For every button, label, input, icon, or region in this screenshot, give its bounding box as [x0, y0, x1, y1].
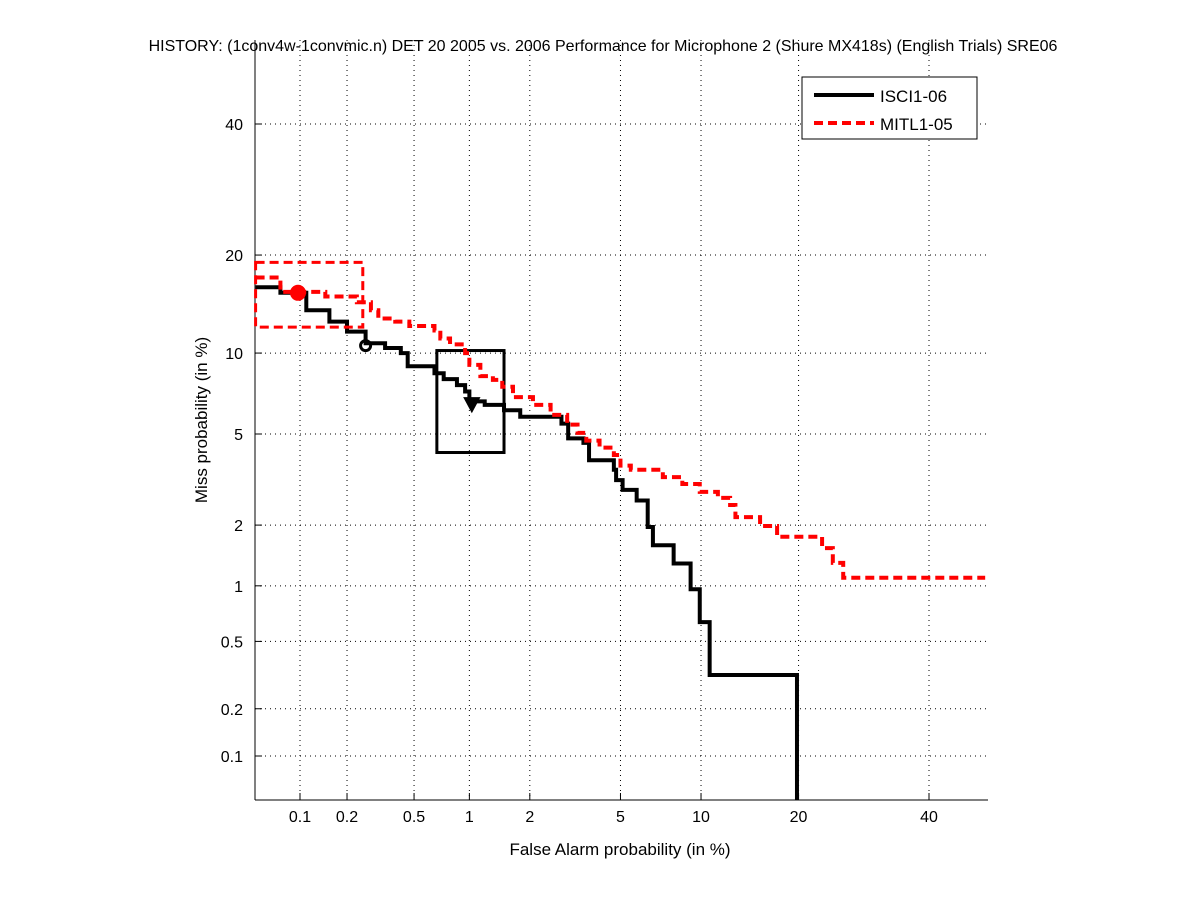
- legend-label-mitl: MITL1-05: [880, 115, 953, 134]
- y-tick-label: 5: [234, 427, 243, 444]
- y-axis-label: Miss probability (in %): [192, 337, 211, 503]
- y-tick-label: 40: [225, 117, 243, 134]
- min-dcf-marker: [463, 397, 481, 414]
- y-tick-label: 2: [234, 518, 243, 535]
- legend-label-isci: ISCI1-06: [880, 87, 947, 106]
- confidence-box-1: [254, 260, 365, 329]
- y-tick-label: 1: [234, 579, 243, 596]
- x-tick-label: 40: [920, 809, 938, 826]
- chart-title: HISTORY: (1conv4w-1convmic.n) DET 20 200…: [149, 38, 1058, 55]
- legend: ISCI1-06 MITL1-05: [801, 76, 978, 140]
- series-layer: [254, 260, 986, 800]
- actual-dcf-marker: [359, 339, 373, 353]
- grid: [255, 40, 988, 800]
- x-tick-label: 5: [616, 809, 625, 826]
- x-tick-label: 1: [465, 809, 474, 826]
- det-curve-MITL1-05: [255, 275, 986, 580]
- axes: 0.1 0.2 0.5 1 2 5 10 20 40 0.1 0.2 0.5 1 2 5 10 20 40: [221, 40, 988, 826]
- x-axis-label: False Alarm probability (in %): [509, 840, 730, 859]
- x-tick-label: 2: [525, 809, 534, 826]
- y-tick-label: 0.5: [221, 634, 243, 651]
- x-tick-label: 0.1: [289, 809, 311, 826]
- y-tick-label: 0.1: [221, 749, 243, 766]
- legend-box: [801, 76, 978, 140]
- x-tick-label: 20: [790, 809, 808, 826]
- det-curve-ISCI1-06: [255, 285, 799, 800]
- min-dcf-marker: [289, 284, 306, 301]
- y-tick-label: 0.2: [221, 702, 243, 719]
- x-tick-label: 0.2: [336, 809, 358, 826]
- y-tick-label: 10: [225, 346, 243, 363]
- confidence-box-0: [435, 349, 506, 455]
- y-tick-label: 20: [225, 248, 243, 265]
- x-tick-label: 10: [692, 809, 710, 826]
- x-tick-label: 0.5: [403, 809, 425, 826]
